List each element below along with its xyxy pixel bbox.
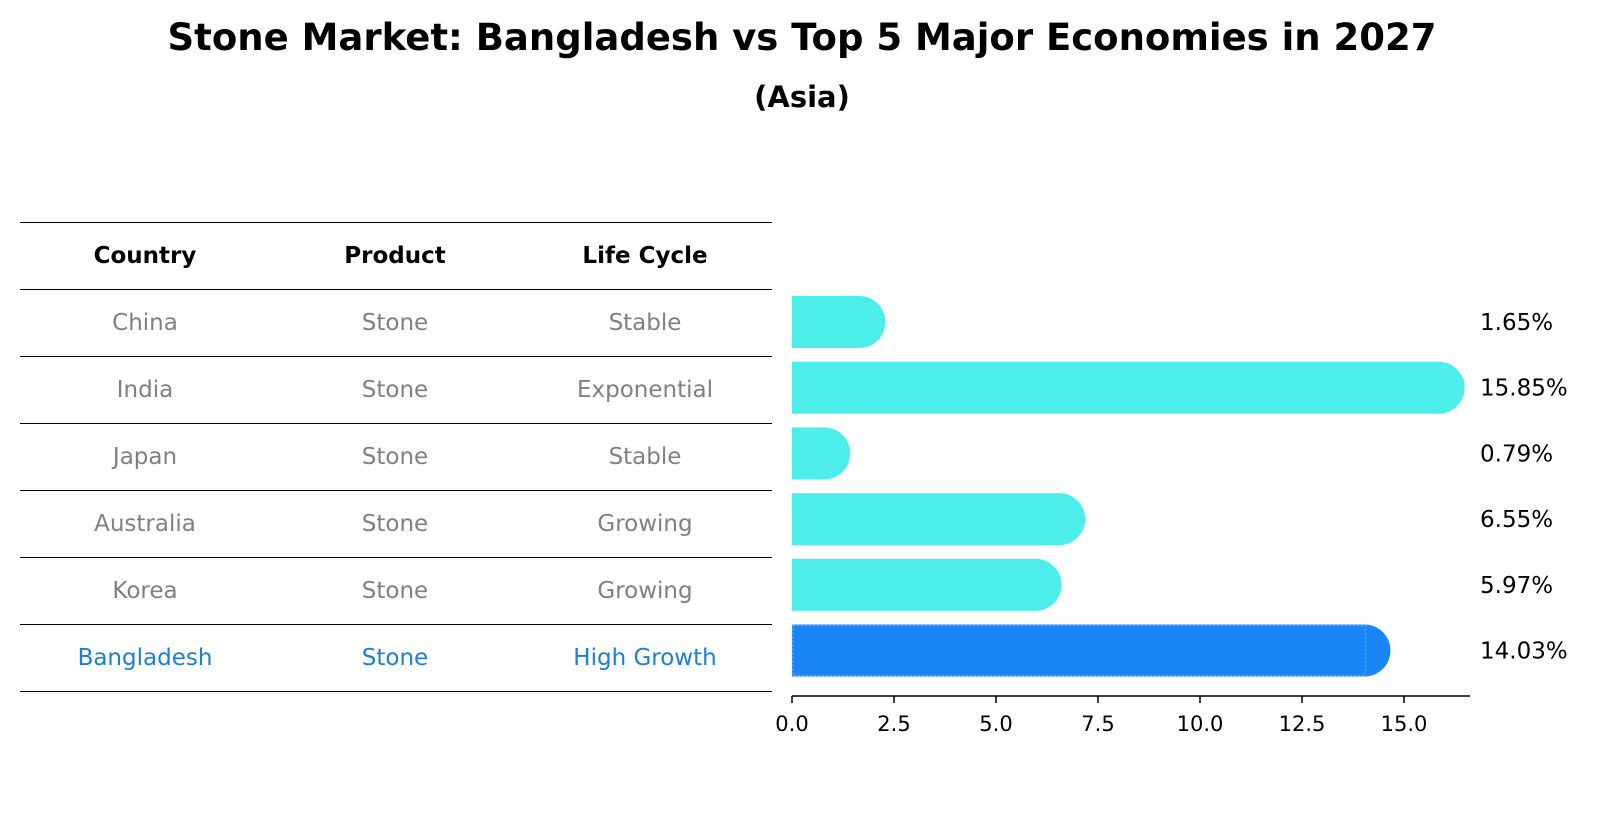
bar-body-korea: [792, 558, 1036, 611]
chart-subtitle: (Asia): [754, 80, 850, 114]
header-life-cycle: Life Cycle: [582, 243, 708, 269]
x-tick-label: 0.0: [775, 712, 808, 736]
x-tick-label: 7.5: [1081, 712, 1114, 736]
value-label-korea: 5.97%: [1480, 573, 1553, 599]
cell-country: Bangladesh: [77, 645, 213, 671]
cell-life-cycle: Stable: [608, 310, 682, 336]
bar-body-india: [792, 361, 1439, 414]
cell-life-cycle: Exponential: [576, 377, 713, 403]
bar-body-bangladesh: [792, 624, 1365, 677]
x-tick-label: 12.5: [1279, 712, 1326, 736]
cell-product: Stone: [361, 377, 429, 403]
x-tick-label: 2.5: [877, 712, 910, 736]
bar-cap-australia: [1033, 493, 1086, 546]
value-label-australia: 6.55%: [1480, 507, 1553, 533]
cell-country: India: [116, 377, 174, 403]
bar-japan: [792, 427, 851, 480]
table-header-row: Country Product Life Cycle: [20, 223, 772, 290]
cell-country: Korea: [112, 578, 178, 604]
table-row-bangladesh: Bangladesh Stone High Growth: [20, 625, 772, 692]
x-tick-label: 15.0: [1381, 712, 1428, 736]
bar-bangladesh: [792, 624, 1391, 677]
cell-life-cycle: Growing: [597, 578, 693, 604]
data-table: Country Product Life Cycle China Stone S…: [20, 222, 772, 692]
bar-cap-bangladesh: [1338, 624, 1391, 677]
cell-country: China: [112, 310, 178, 336]
chart-title: Stone Market: Bangladesh vs Top 5 Major …: [167, 16, 1437, 59]
value-label-china: 1.65%: [1480, 310, 1553, 336]
bar-cap-china: [833, 296, 886, 348]
cell-product: Stone: [361, 511, 429, 537]
value-label-bangladesh: 14.03%: [1480, 639, 1568, 665]
cell-life-cycle: High Growth: [573, 645, 717, 671]
table-row-china: China Stone Stable: [20, 290, 772, 357]
table-row-japan: Japan Stone Stable: [20, 424, 772, 491]
bar-india: [792, 361, 1465, 414]
cell-country: Japan: [112, 444, 178, 470]
x-tick-label: 10.0: [1177, 712, 1224, 736]
cell-product: Stone: [361, 310, 429, 336]
header-country: Country: [93, 243, 197, 269]
cell-product: Stone: [361, 578, 429, 604]
header-product: Product: [344, 243, 446, 269]
table-row-korea: Korea Stone Growing: [20, 558, 772, 625]
bar-cap-japan: [798, 427, 851, 480]
bar-highlight-outline: [792, 624, 1367, 677]
bar-cap-korea: [1009, 558, 1062, 611]
bar-korea: [792, 558, 1062, 611]
value-label-india: 15.85%: [1480, 376, 1568, 402]
bar-australia: [792, 493, 1086, 546]
table-row-australia: Australia Stone Growing: [20, 491, 772, 558]
cell-product: Stone: [361, 444, 429, 470]
value-label-japan: 0.79%: [1480, 441, 1553, 467]
cell-life-cycle: Stable: [608, 444, 682, 470]
cell-country: Australia: [94, 511, 196, 537]
cell-product: Stone: [361, 645, 429, 671]
bar-body-australia: [792, 493, 1060, 546]
bar-cap-india: [1412, 361, 1465, 414]
x-tick-label: 5.0: [979, 712, 1012, 736]
cell-life-cycle: Growing: [597, 511, 693, 537]
table-row-india: India Stone Exponential: [20, 357, 772, 424]
bar-china: [792, 296, 886, 348]
